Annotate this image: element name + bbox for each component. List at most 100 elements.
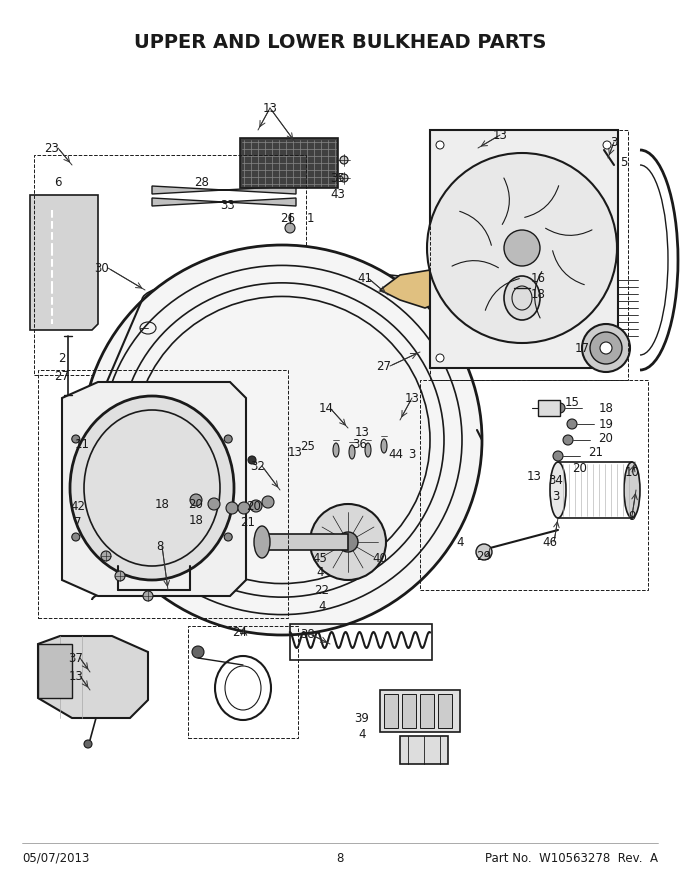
Text: 26: 26 <box>280 211 296 224</box>
Text: 32: 32 <box>250 459 265 473</box>
Text: 6: 6 <box>54 175 62 188</box>
Text: 13: 13 <box>69 670 84 683</box>
Text: 11: 11 <box>75 437 90 451</box>
Ellipse shape <box>72 435 80 443</box>
Bar <box>384 694 398 728</box>
Ellipse shape <box>624 462 640 518</box>
Text: 20: 20 <box>598 431 613 444</box>
Text: 13: 13 <box>354 426 369 438</box>
Text: 17: 17 <box>575 341 590 355</box>
Bar <box>380 690 460 732</box>
Text: 2: 2 <box>58 351 66 364</box>
Text: 21: 21 <box>588 445 604 458</box>
Polygon shape <box>262 534 348 550</box>
Ellipse shape <box>504 230 540 266</box>
Polygon shape <box>152 198 296 206</box>
Ellipse shape <box>600 342 612 354</box>
Text: 3: 3 <box>611 136 617 149</box>
Ellipse shape <box>72 533 80 541</box>
Ellipse shape <box>190 494 202 506</box>
Ellipse shape <box>224 435 232 443</box>
Ellipse shape <box>262 496 274 508</box>
Text: 16: 16 <box>530 272 545 284</box>
Polygon shape <box>38 644 72 698</box>
Ellipse shape <box>226 502 238 514</box>
Ellipse shape <box>436 141 444 149</box>
Ellipse shape <box>248 456 256 464</box>
Ellipse shape <box>504 276 540 320</box>
Text: UPPER AND LOWER BULKHEAD PARTS: UPPER AND LOWER BULKHEAD PARTS <box>134 33 546 52</box>
Bar <box>430 130 628 380</box>
Text: 46: 46 <box>543 536 558 548</box>
Bar <box>38 370 288 618</box>
Text: 37: 37 <box>69 651 84 664</box>
Text: 27: 27 <box>54 370 69 383</box>
Ellipse shape <box>340 174 348 182</box>
Text: 19: 19 <box>598 417 613 430</box>
Ellipse shape <box>224 533 232 541</box>
Ellipse shape <box>349 445 355 459</box>
Bar <box>34 155 306 375</box>
Text: 14: 14 <box>318 401 333 414</box>
Bar <box>188 626 298 738</box>
Bar <box>538 400 560 416</box>
Text: 29: 29 <box>477 549 492 562</box>
Bar <box>438 694 452 728</box>
Text: 20: 20 <box>573 461 588 474</box>
Text: 18: 18 <box>154 497 169 510</box>
Text: 3: 3 <box>552 489 560 502</box>
Ellipse shape <box>555 403 565 413</box>
Text: 42: 42 <box>71 500 86 512</box>
Ellipse shape <box>436 354 444 362</box>
Text: 05/07/2013: 05/07/2013 <box>22 852 89 864</box>
Bar <box>420 380 648 590</box>
Ellipse shape <box>250 500 262 512</box>
Polygon shape <box>38 636 148 718</box>
Ellipse shape <box>582 324 630 372</box>
Text: Part No.  W10563278  Rev.  A: Part No. W10563278 Rev. A <box>485 852 658 864</box>
Text: 33: 33 <box>220 199 235 211</box>
Bar <box>402 694 416 728</box>
Text: 8: 8 <box>156 539 164 553</box>
Ellipse shape <box>340 156 348 164</box>
Ellipse shape <box>553 451 563 461</box>
Text: 4: 4 <box>456 536 464 548</box>
Text: 39: 39 <box>354 712 369 724</box>
Ellipse shape <box>82 245 482 635</box>
Text: 5: 5 <box>620 156 628 168</box>
Text: 21: 21 <box>241 516 256 529</box>
Text: 35: 35 <box>330 172 345 185</box>
Text: 18: 18 <box>598 401 613 414</box>
Bar <box>400 736 448 764</box>
Text: 34: 34 <box>549 473 564 487</box>
Text: 15: 15 <box>564 395 579 408</box>
Text: 13: 13 <box>405 392 420 405</box>
Text: 25: 25 <box>301 439 316 452</box>
Text: 13: 13 <box>492 128 507 142</box>
Ellipse shape <box>603 354 611 362</box>
Ellipse shape <box>550 462 566 518</box>
Text: 4: 4 <box>316 566 324 578</box>
Polygon shape <box>430 130 618 368</box>
Ellipse shape <box>567 419 577 429</box>
Polygon shape <box>62 382 246 596</box>
Ellipse shape <box>285 223 295 233</box>
Ellipse shape <box>338 532 358 552</box>
Ellipse shape <box>208 498 220 510</box>
Ellipse shape <box>192 646 204 658</box>
Text: 41: 41 <box>358 272 373 284</box>
Polygon shape <box>152 186 296 194</box>
Bar <box>420 694 434 728</box>
Text: 36: 36 <box>352 437 367 451</box>
Text: 3: 3 <box>408 448 415 460</box>
Text: 18: 18 <box>530 288 545 300</box>
Text: 8: 8 <box>337 852 343 864</box>
Ellipse shape <box>476 544 492 560</box>
Text: 24: 24 <box>233 626 248 639</box>
Text: 10: 10 <box>624 466 639 479</box>
Ellipse shape <box>84 740 92 748</box>
Text: 40: 40 <box>373 552 388 564</box>
Text: 4: 4 <box>358 728 366 740</box>
Text: 13: 13 <box>288 445 303 458</box>
Text: 22: 22 <box>314 583 330 597</box>
